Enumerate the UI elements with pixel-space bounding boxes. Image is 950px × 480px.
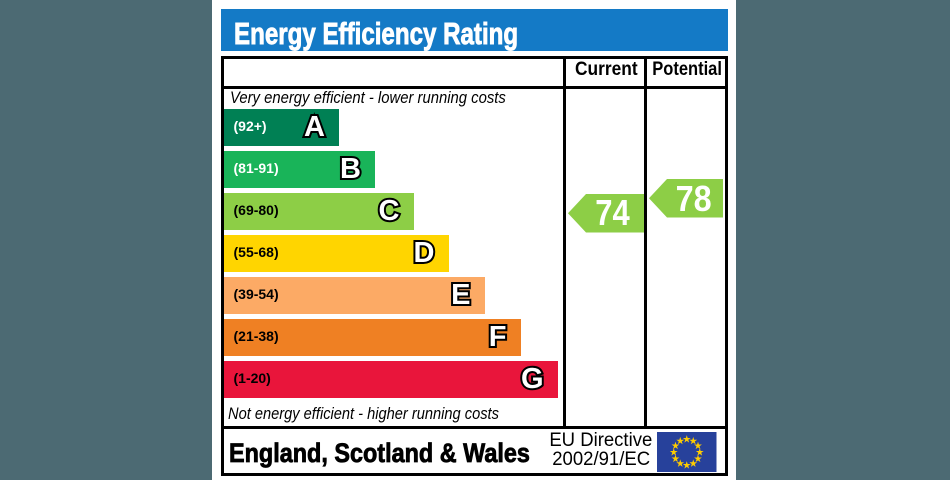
svg-text:78: 78 [675,179,711,218]
svg-text:74: 74 [595,194,630,233]
